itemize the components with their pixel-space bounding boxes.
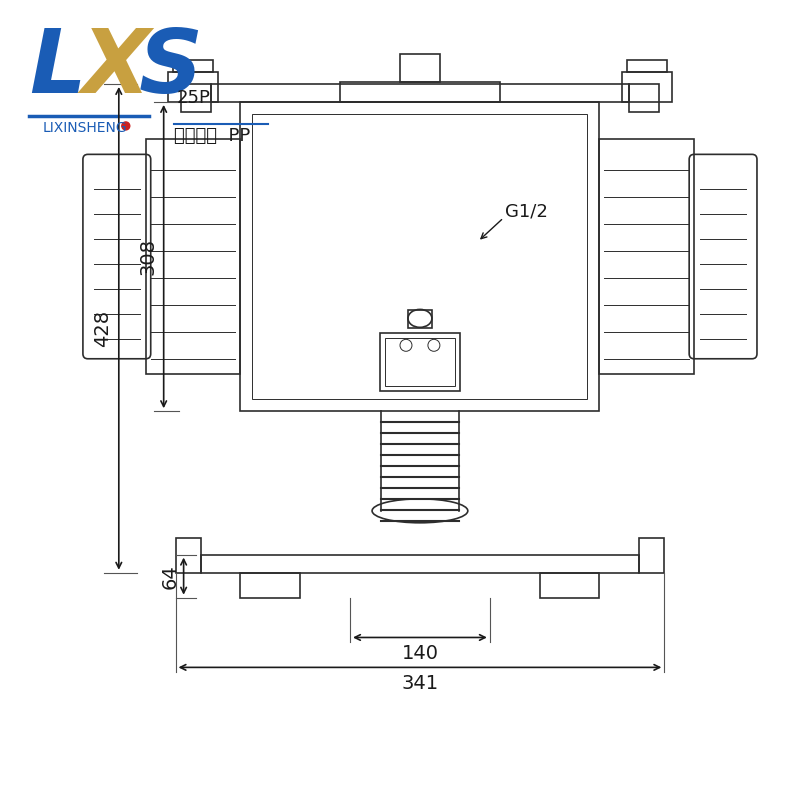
Text: L: L: [29, 25, 86, 112]
Bar: [400, 54, 440, 82]
Bar: [340, 82, 500, 102]
Circle shape: [122, 122, 130, 130]
Bar: [385, 338, 455, 386]
Text: 341: 341: [402, 674, 438, 693]
Bar: [639, 538, 664, 573]
Bar: [622, 72, 672, 102]
Bar: [168, 72, 218, 102]
Text: 428: 428: [94, 310, 112, 347]
Text: X: X: [82, 25, 150, 112]
Text: 140: 140: [402, 644, 438, 663]
Bar: [176, 538, 201, 573]
Text: S: S: [138, 25, 202, 112]
Bar: [539, 573, 599, 598]
Text: 25P: 25P: [177, 89, 210, 107]
Bar: [253, 114, 587, 399]
Bar: [241, 102, 599, 411]
Bar: [173, 60, 213, 72]
Text: 308: 308: [138, 238, 158, 275]
Bar: [146, 139, 241, 374]
Bar: [181, 84, 210, 112]
Bar: [201, 554, 639, 573]
Text: 工程塑料  PP: 工程塑料 PP: [174, 127, 250, 145]
Text: LIXINSHENG: LIXINSHENG: [43, 121, 128, 135]
Bar: [630, 84, 659, 112]
Text: G1/2: G1/2: [505, 202, 547, 221]
Bar: [627, 60, 667, 72]
Bar: [210, 84, 630, 102]
Bar: [241, 573, 300, 598]
Bar: [380, 334, 460, 391]
Bar: [599, 139, 694, 374]
Text: 64: 64: [160, 564, 179, 589]
Bar: [408, 310, 432, 328]
